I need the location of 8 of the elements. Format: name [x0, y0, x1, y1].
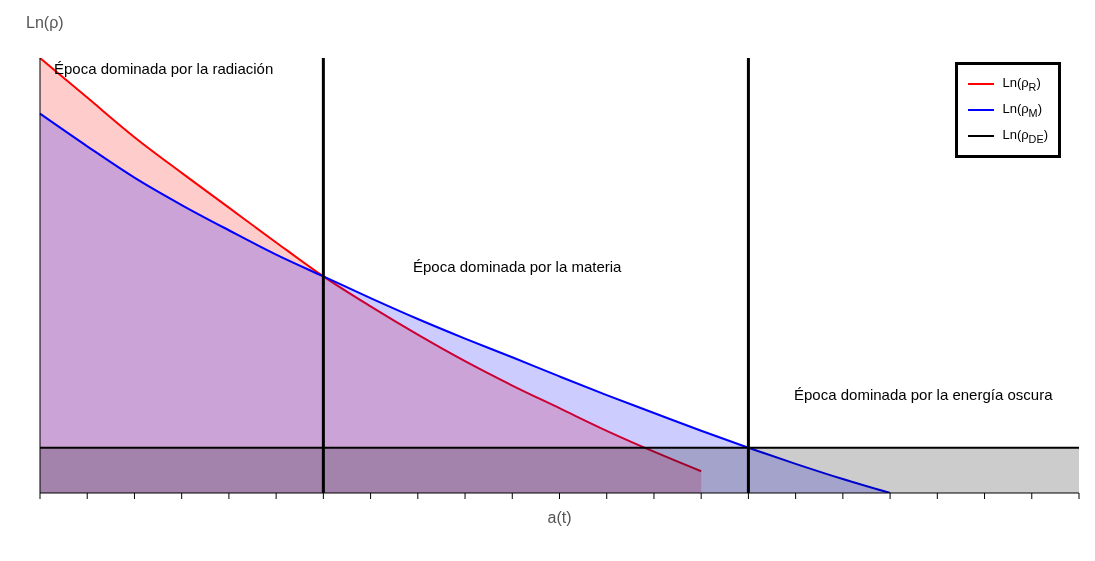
x-axis-title: a(t): [547, 509, 572, 526]
annotation: Época dominada por la radiación: [54, 60, 274, 77]
legend-label: Ln(ρ$_{M}$): [1002, 101, 1042, 119]
legend-label: Ln(ρ$_{R}$): [1002, 75, 1041, 93]
y-axis-title: Ln(ρ): [26, 14, 64, 32]
annotation: Época dominada por la materia: [413, 258, 622, 275]
annotation: Época dominada por la energía oscura: [794, 386, 1053, 403]
legend-label: Ln(ρ$_{DE}$): [1002, 127, 1048, 145]
